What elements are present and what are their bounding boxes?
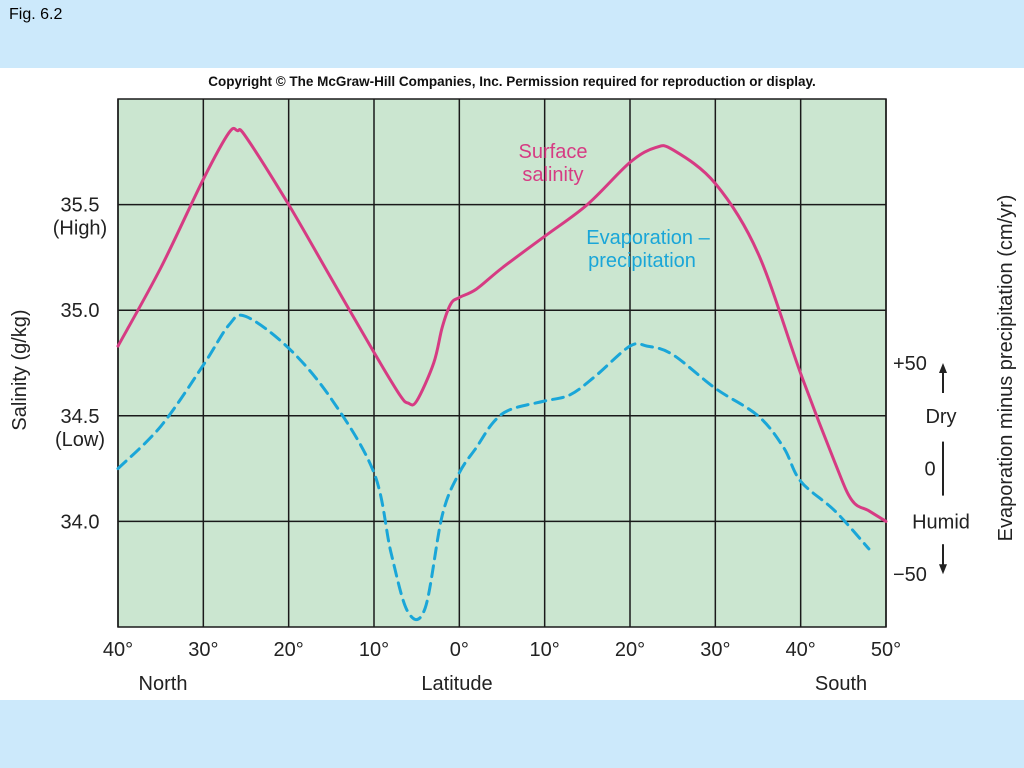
down-arrow-icon — [939, 564, 947, 575]
series-line-surface-salinity — [116, 126, 888, 523]
x-tick-label: 40° — [103, 639, 133, 661]
right-tick-label: +50 — [893, 353, 927, 375]
x-tick-label: 40° — [786, 639, 816, 661]
series-label-evaporation-line1: Evaporation – — [586, 227, 710, 249]
copyright-notice: Copyright © The McGraw-Hill Companies, I… — [208, 74, 816, 89]
humid-annotation: Humid — [912, 511, 970, 533]
figure-panel: Copyright © The McGraw-Hill Companies, I… — [0, 68, 1024, 700]
right-axis: +50 0 −50 Dry Humid — [893, 353, 970, 586]
x-axis-title: Latitude — [421, 673, 492, 695]
y-tick-label: 34.0 — [61, 511, 100, 533]
x-direction-south: South — [815, 673, 867, 695]
y-tick-label: 35.0 — [61, 300, 100, 322]
y-tick-label: 34.5 — [61, 406, 100, 428]
x-tick-label: 30° — [188, 639, 218, 661]
x-tick-label: 20° — [274, 639, 304, 661]
series-label-salinity-line2: salinity — [522, 164, 583, 186]
left-axis-title: Salinity (g/kg) — [9, 309, 31, 430]
x-direction-north: North — [139, 673, 188, 695]
y-tick-sublabel: (High) — [53, 218, 107, 240]
x-tick-label: 10° — [530, 639, 560, 661]
x-tick-label: 0° — [450, 639, 469, 661]
x-tick-label: 10° — [359, 639, 389, 661]
series-layer — [116, 126, 888, 622]
series-label-salinity-line1: Surface — [519, 141, 588, 163]
figure-label: Fig. 6.2 — [9, 6, 63, 23]
x-tick-label: 50° — [871, 639, 901, 661]
salinity-evaporation-chart: Copyright © The McGraw-Hill Companies, I… — [9, 74, 1017, 695]
dry-annotation: Dry — [925, 406, 956, 428]
y-tick-sublabel: (Low) — [55, 429, 105, 451]
right-tick-label: 0 — [924, 459, 935, 481]
up-arrow-icon — [939, 363, 947, 373]
tick-labels: 40° 30° 20° 10° 0° 10° 20° 30° 40° 50° 35.5(High) 3… — [53, 195, 901, 661]
x-tick-label: 20° — [615, 639, 645, 661]
right-axis-title: Evaporation minus precipitation (cm/yr) — [995, 195, 1017, 542]
y-tick-label: 35.5 — [61, 195, 100, 217]
right-tick-label: −50 — [893, 564, 927, 586]
plot-area — [117, 98, 887, 628]
series-label-evaporation-line2: precipitation — [588, 250, 696, 272]
x-tick-label: 30° — [700, 639, 730, 661]
